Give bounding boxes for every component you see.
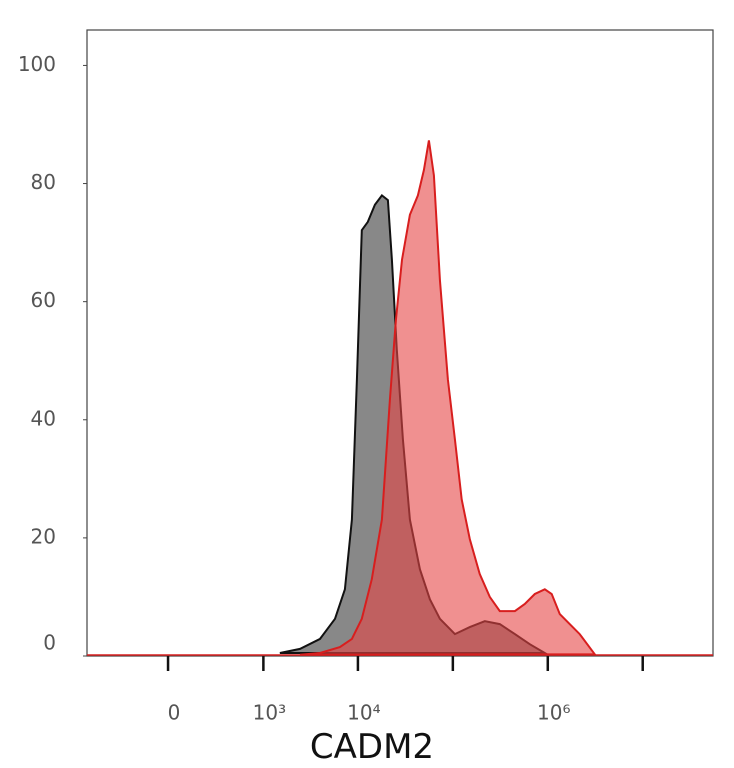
histogram-area — [299, 140, 597, 656]
x-tick-label: 10³ — [253, 701, 286, 725]
y-tick-label: 0 — [43, 631, 56, 655]
plot-frame — [86, 29, 714, 657]
y-tick-label: 40 — [31, 406, 56, 430]
x-tick-label: 10⁶ — [537, 701, 570, 725]
y-tick-label: 20 — [31, 524, 56, 548]
y-tick-label: 60 — [31, 288, 56, 312]
y-tick-label: 80 — [31, 170, 56, 194]
x-tick-label: 10⁴ — [347, 701, 380, 725]
y-tick-label: 100 — [18, 52, 56, 76]
x-axis-label: CADM2 — [310, 727, 434, 767]
x-tick-label: 0 — [168, 701, 181, 725]
